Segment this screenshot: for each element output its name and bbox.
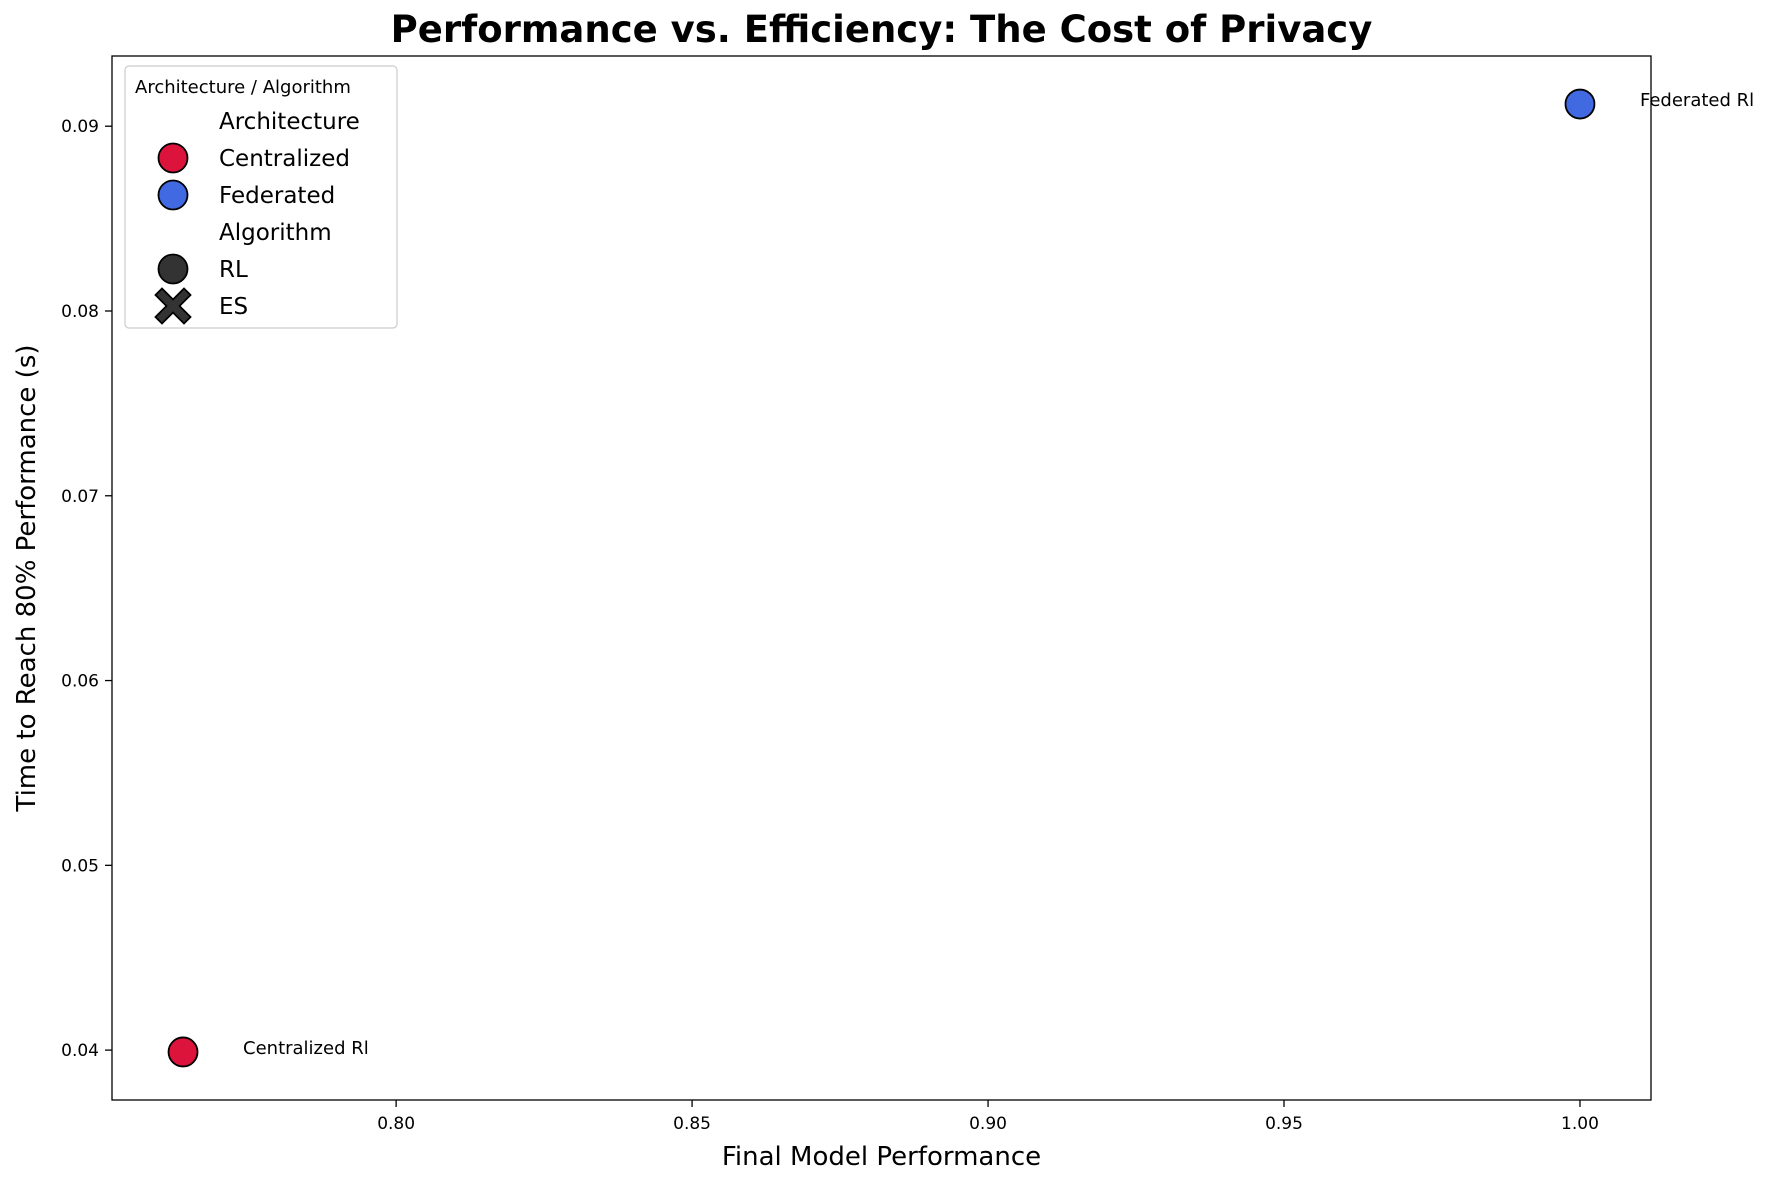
chart-title: Performance vs. Efficiency: The Cost of … [391, 8, 1373, 51]
x-tick-label: 0.90 [969, 1114, 1007, 1134]
plot-area [111, 55, 1652, 1101]
x-axis-title: Final Model Performance [722, 1142, 1041, 1172]
legend-box [124, 65, 398, 329]
point-annotations: Centralized Rl Federated Rl [243, 90, 1754, 1059]
legend-entry-label: RL [219, 257, 248, 283]
x-tick-label: 0.85 [673, 1114, 711, 1134]
legend: Architecture / Algorithm Architecture Cen… [124, 65, 398, 329]
y-axis-title: Time to Reach 80% Performance (s) [12, 344, 42, 812]
x-tick-label: 0.95 [1265, 1114, 1303, 1134]
data-point-federated-rl [1564, 88, 1596, 120]
y-axis: 0.04 0.05 0.06 0.07 0.08 0.09 [61, 117, 112, 1061]
legend-marker-rl [157, 253, 189, 285]
legend-title: Architecture / Algorithm [135, 77, 351, 98]
x-tick-label: 1.00 [1561, 1114, 1599, 1134]
x-axis: 0.80 0.85 0.90 0.95 1.00 [377, 1100, 1599, 1134]
data-point-centralized-rl [167, 1036, 199, 1068]
x-tick-label: 0.80 [377, 1114, 415, 1134]
legend-entry-label: Centralized [219, 146, 350, 172]
data-points [167, 88, 1596, 1068]
y-tick-label: 0.06 [61, 672, 99, 692]
legend-group-header: Architecture [219, 109, 360, 135]
y-tick-label: 0.05 [61, 856, 99, 876]
y-tick-label: 0.07 [61, 487, 99, 507]
y-tick-label: 0.08 [61, 302, 99, 322]
point-annotation: Centralized Rl [243, 1038, 369, 1059]
legend-marker-es [156, 289, 190, 323]
legend-group-header: Algorithm [219, 220, 332, 246]
legend-marker-federated [157, 179, 189, 211]
y-tick-label: 0.04 [61, 1041, 99, 1061]
legend-entries: Architecture Centralized Federated Algorith… [154, 109, 360, 325]
legend-marker-centralized [157, 142, 189, 174]
y-tick-label: 0.09 [61, 117, 99, 137]
legend-entry-label: ES [219, 294, 248, 320]
legend-entry-label: Federated [219, 183, 335, 209]
point-annotation: Federated Rl [1640, 90, 1754, 111]
